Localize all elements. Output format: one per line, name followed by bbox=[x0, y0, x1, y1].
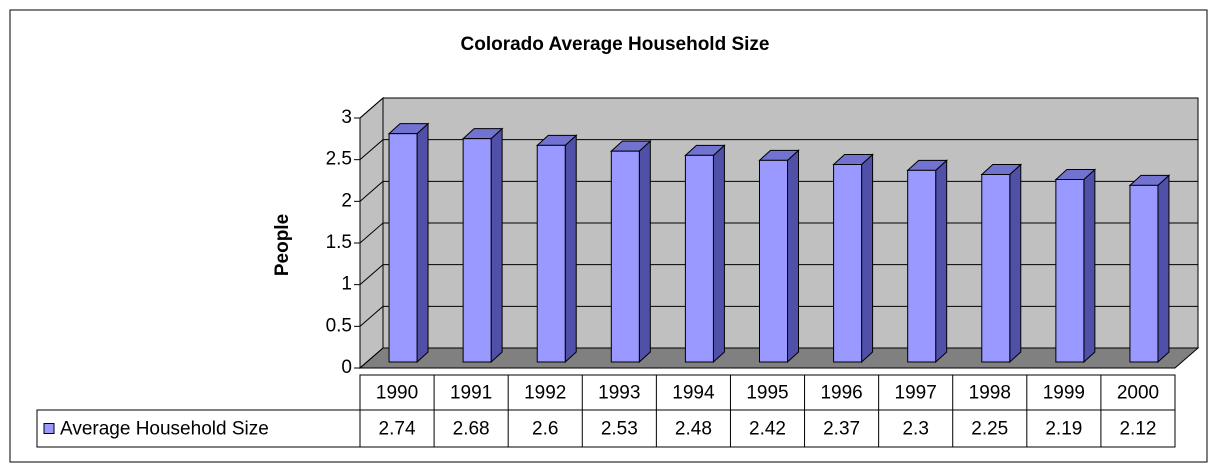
bar bbox=[684, 154, 714, 363]
x-tick-label: 2000 bbox=[1117, 383, 1159, 404]
table-value: 2.3 bbox=[902, 419, 928, 440]
table-value: 2.25 bbox=[971, 419, 1008, 440]
table-value: 2.48 bbox=[675, 419, 712, 440]
bar-side bbox=[712, 144, 725, 364]
x-tick-label: 1993 bbox=[598, 383, 640, 404]
table-value: 2.12 bbox=[1119, 419, 1156, 440]
x-tick-label: 1995 bbox=[746, 383, 788, 404]
table-value: 2.6 bbox=[532, 419, 558, 440]
table-value: 2.68 bbox=[453, 419, 490, 440]
bar-side bbox=[564, 134, 577, 364]
x-tick-label: 1991 bbox=[450, 383, 492, 404]
legend-key bbox=[43, 423, 55, 434]
y-tick-label: 2 bbox=[341, 190, 352, 211]
y-tick-label: 1.5 bbox=[326, 232, 352, 253]
bar bbox=[388, 133, 418, 363]
x-tick-label: 1997 bbox=[895, 383, 937, 404]
bar bbox=[833, 164, 863, 363]
table-value: 2.37 bbox=[823, 419, 860, 440]
table-value: 2.53 bbox=[601, 419, 638, 440]
table-value: 2.42 bbox=[749, 419, 786, 440]
grid-line bbox=[359, 222, 384, 244]
chart-title: Colorado Average Household Size bbox=[461, 34, 770, 55]
grid-line bbox=[359, 305, 384, 327]
y-axis-label: People bbox=[272, 214, 293, 276]
bar-side bbox=[1157, 174, 1170, 364]
bar bbox=[1055, 179, 1085, 363]
y-tick-label: 0.5 bbox=[326, 315, 352, 336]
y-tick-label: 3 bbox=[341, 107, 352, 128]
bar-side bbox=[1083, 168, 1096, 364]
x-tick-label: 1996 bbox=[820, 383, 862, 404]
grid-line bbox=[359, 97, 384, 119]
bar bbox=[981, 174, 1011, 363]
table-value: 2.19 bbox=[1045, 419, 1082, 440]
y-tick-label: 1 bbox=[341, 274, 352, 295]
bar bbox=[759, 159, 788, 363]
grid-line bbox=[359, 139, 384, 161]
bar bbox=[536, 144, 566, 363]
x-tick-label: 1992 bbox=[524, 383, 566, 404]
bar-side bbox=[787, 149, 799, 364]
grid-line bbox=[359, 347, 384, 369]
bar-side bbox=[935, 159, 948, 364]
y-tick-label: 0 bbox=[341, 357, 352, 378]
bar-side bbox=[861, 153, 874, 364]
y-tick-label: 2.5 bbox=[326, 149, 352, 170]
x-tick-label: 1999 bbox=[1043, 383, 1085, 404]
bar-side bbox=[490, 127, 503, 364]
grid-line bbox=[359, 264, 384, 286]
bar-side bbox=[416, 122, 429, 364]
bar-side bbox=[638, 140, 651, 364]
table-value: 2.74 bbox=[379, 419, 416, 440]
table-value-row bbox=[36, 409, 1176, 448]
bar bbox=[907, 169, 937, 363]
bar bbox=[1129, 184, 1159, 363]
x-tick-label: 1990 bbox=[376, 383, 418, 404]
x-tick-label: 1998 bbox=[969, 383, 1011, 404]
bar bbox=[462, 138, 492, 363]
grid-line bbox=[359, 180, 384, 202]
x-tick-label: 1994 bbox=[672, 383, 715, 404]
bar-side bbox=[1009, 163, 1022, 364]
bar bbox=[610, 150, 640, 363]
legend-label: Average Household Size bbox=[60, 419, 269, 440]
